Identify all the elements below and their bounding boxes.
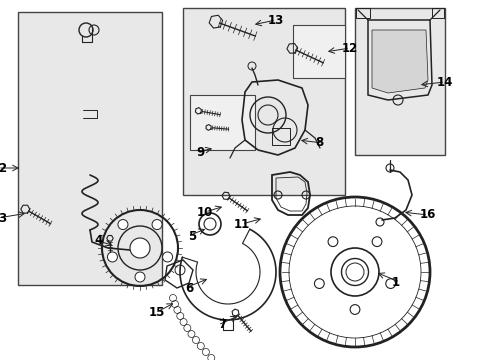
Text: 13: 13: [267, 13, 284, 27]
Bar: [292, 25, 345, 78]
Bar: [355, 8, 369, 18]
Text: 9: 9: [196, 145, 204, 158]
Text: 5: 5: [187, 230, 196, 243]
Text: 4: 4: [95, 234, 103, 247]
Text: 11: 11: [233, 217, 249, 230]
Polygon shape: [371, 30, 427, 93]
Circle shape: [327, 237, 337, 247]
Bar: [18, 12, 162, 285]
Circle shape: [349, 305, 359, 314]
Text: 10: 10: [196, 206, 213, 219]
Text: 2: 2: [0, 162, 6, 175]
Circle shape: [371, 237, 381, 247]
Bar: [190, 95, 254, 150]
Bar: [431, 8, 443, 18]
Circle shape: [314, 279, 324, 288]
Text: 7: 7: [218, 319, 225, 332]
Text: 16: 16: [419, 208, 435, 221]
Circle shape: [162, 252, 172, 262]
Bar: [271, 128, 289, 145]
Bar: [354, 8, 444, 155]
Text: 14: 14: [436, 76, 452, 89]
Circle shape: [107, 252, 117, 262]
Circle shape: [118, 220, 128, 230]
Text: 8: 8: [314, 136, 323, 149]
Text: 12: 12: [341, 41, 358, 54]
Text: 1: 1: [391, 275, 399, 288]
Text: 15: 15: [148, 306, 164, 319]
Text: 6: 6: [184, 282, 193, 294]
Circle shape: [152, 220, 162, 230]
Circle shape: [130, 238, 150, 258]
Circle shape: [135, 272, 145, 282]
Circle shape: [341, 258, 368, 285]
Circle shape: [385, 279, 395, 288]
Text: 3: 3: [0, 211, 6, 225]
Bar: [183, 8, 345, 195]
